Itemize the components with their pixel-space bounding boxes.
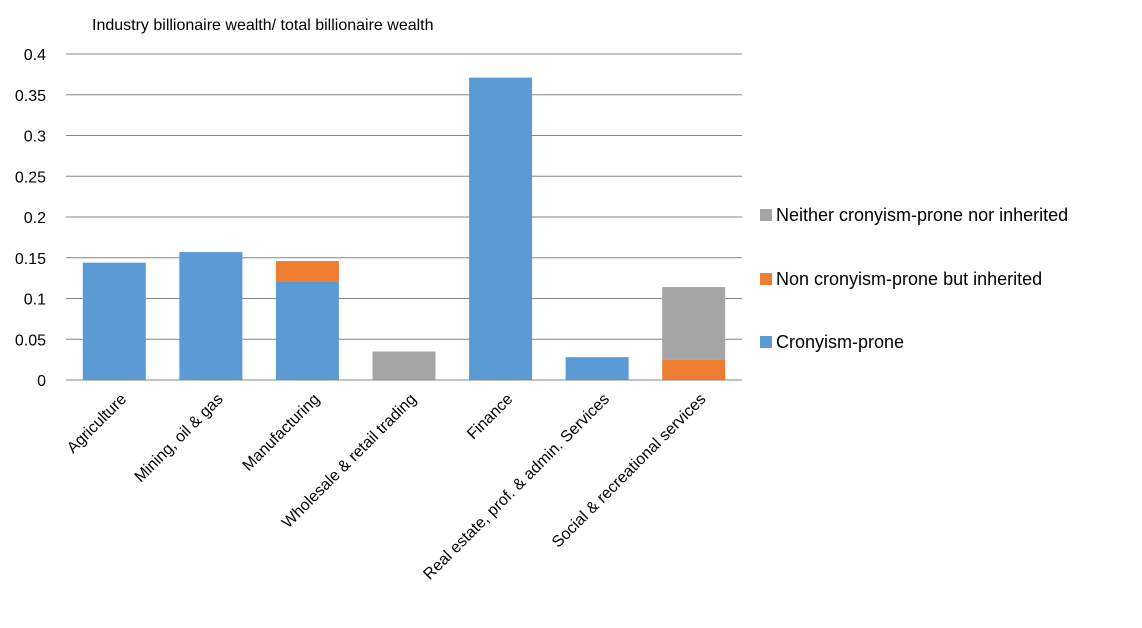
legend-label: Neither cronyism-prone nor inherited (776, 205, 1068, 225)
bar-segment (179, 252, 243, 380)
bar-segment (275, 261, 339, 282)
gridlines (66, 53, 742, 340)
bar-segment (565, 357, 629, 380)
x-tick-label: Social & recreational services (549, 391, 709, 551)
x-axis: Agriculture Mining, oil & gas Manufacturin… (64, 379, 742, 583)
legend-label: Non cronyism-prone but inherited (776, 269, 1042, 289)
x-tick-label: Manufacturing (240, 391, 324, 475)
y-tick-label: 0.1 (24, 292, 46, 309)
y-tick-label: 0.2 (24, 210, 46, 227)
y-tick-label: 0.05 (15, 332, 46, 349)
legend-label: Cronyism-prone (776, 332, 904, 352)
y-tick-label: 0 (37, 373, 46, 390)
y-tick-label: 0.4 (24, 47, 46, 64)
bars (82, 77, 726, 380)
bar-segment (469, 77, 533, 380)
bar-segment (372, 351, 436, 380)
x-tick-label: Mining, oil & gas (132, 391, 227, 486)
x-tick-label: Real estate, prof. & admin. Services (420, 391, 612, 583)
y-tick-label: 0.35 (15, 88, 46, 105)
bar-segment (662, 287, 726, 360)
chart-title: Industry billionaire wealth/ total billi… (92, 17, 434, 34)
x-tick-label: Agriculture (64, 391, 130, 457)
x-tick-label: Finance (464, 391, 516, 443)
y-axis: 0 0.05 0.1 0.15 0.2 0.25 0.3 0.35 0.4 (15, 47, 46, 390)
bar-segment (82, 262, 146, 380)
legend-swatch (760, 336, 772, 348)
legend-swatch (760, 209, 772, 221)
y-tick-label: 0.15 (15, 251, 46, 268)
legend: Neither cronyism-prone nor inherited Non … (760, 205, 1068, 352)
legend-swatch (760, 273, 772, 285)
y-tick-label: 0.3 (24, 129, 46, 146)
bar-segment (275, 281, 339, 380)
y-tick-label: 0.25 (15, 169, 46, 186)
bar-segment (662, 359, 726, 380)
